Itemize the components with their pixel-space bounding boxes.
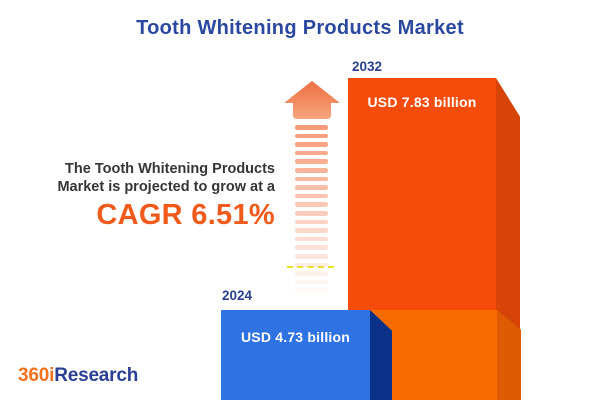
bar-2024-front (221, 310, 370, 400)
dashed-highlight-line (287, 266, 334, 268)
year-label-2024: 2024 (222, 288, 253, 303)
arrow-stripe (295, 245, 328, 250)
arrow-stripe (295, 159, 328, 164)
page-title: Tooth Whitening Products Market (136, 17, 464, 39)
arrow-stripe (295, 168, 328, 173)
description-line-2: Market is projected to grow at a (57, 179, 275, 195)
arrow-stripe (295, 236, 328, 242)
arrow-stripe (295, 193, 328, 199)
arrow-stripe (295, 176, 328, 182)
arrow-stripe (295, 125, 328, 130)
arrow-stripe (295, 219, 328, 225)
year-label-2032: 2032 (352, 59, 383, 74)
cagr-value: CAGR 6.51% (96, 199, 275, 231)
brand-logo: 360iResearch (18, 365, 138, 387)
arrow-stripe (295, 211, 328, 216)
arrow-stripe (295, 254, 328, 259)
arrow-stripe (295, 262, 328, 268)
arrow-stripe (295, 202, 328, 207)
arrow-stripe (295, 288, 328, 293)
value-label-2024: USD 4.73 billion (241, 329, 350, 345)
description-line-1: The Tooth Whitening Products (65, 161, 275, 177)
arrow-stripe (295, 133, 328, 139)
arrow-stripe (295, 271, 328, 276)
logo-prefix: 360i (18, 365, 55, 386)
logo-suffix: Research (54, 365, 139, 386)
growth-arrow-icon (283, 80, 341, 315)
bar-2024-side (370, 310, 392, 400)
arrow-head-icon (284, 81, 340, 119)
value-label-2032: USD 7.83 billion (367, 94, 477, 110)
market-description: The Tooth Whitening Products Market is p… (57, 160, 275, 232)
arrow-stripe (295, 185, 328, 190)
arrow-stripe (295, 150, 328, 156)
arrow-stripe (295, 228, 328, 233)
arrow-stripe (295, 142, 328, 147)
arrow-stripe (295, 279, 328, 285)
